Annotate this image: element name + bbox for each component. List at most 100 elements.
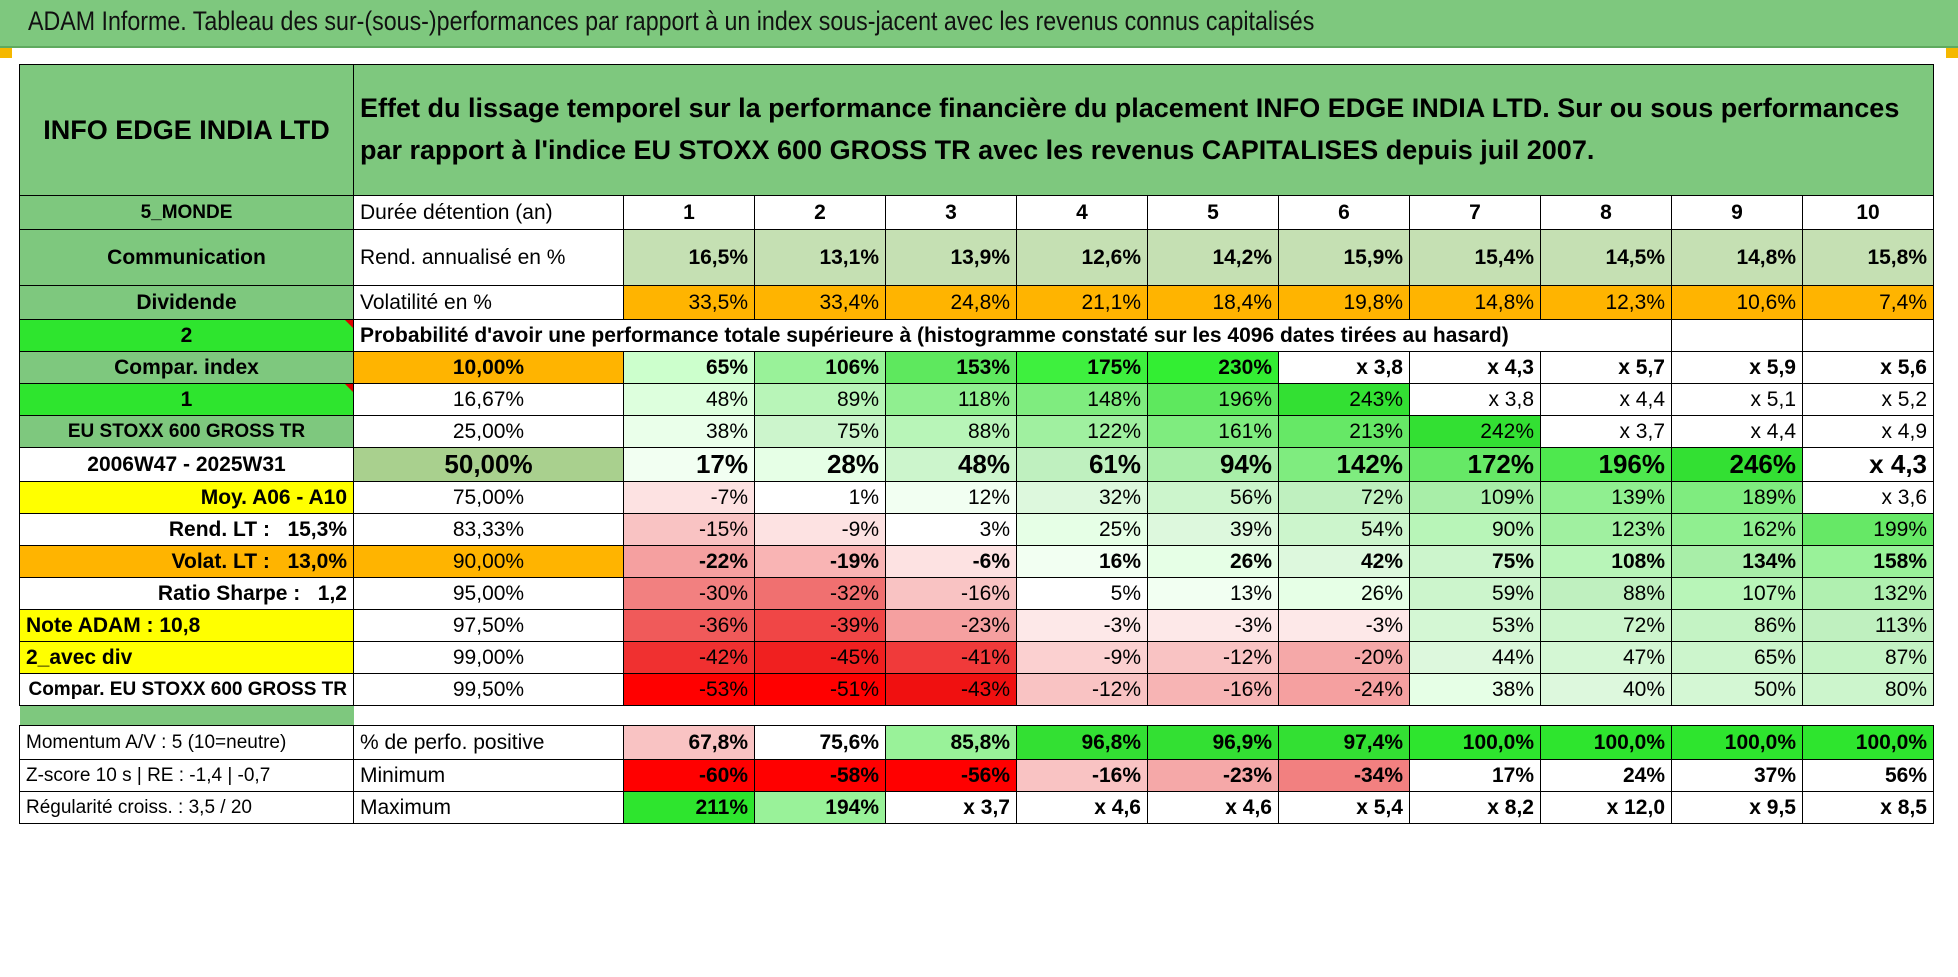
percentile-cell: 95,00% [353, 577, 624, 610]
rend-value-cell: 16,5% [623, 229, 755, 286]
maximum-value-cell: x 12,0 [1540, 791, 1672, 824]
prob-value-cell: 12% [885, 481, 1017, 514]
type-cell: Dividende [19, 285, 354, 320]
prob-value-cell: 122% [1016, 415, 1148, 448]
prob-value-cell: -15% [623, 513, 755, 546]
year-header-cell: 2 [754, 195, 886, 230]
volat-value-cell: 24,8% [885, 285, 1017, 320]
maximum-value-cell: x 4,6 [1147, 791, 1279, 824]
prob-value-cell: 153% [885, 351, 1017, 384]
year-header-cell: 1 [623, 195, 755, 230]
side-metric-cell: Volat. LT : 13,0% [19, 545, 354, 578]
prob-value-cell: x 4,3 [1409, 351, 1541, 384]
prob-value-cell: 106% [754, 351, 886, 384]
corner-marker-right [1946, 48, 1958, 58]
metric-value: 1,2 [317, 581, 347, 605]
positive-value-cell: 67,8% [623, 725, 755, 760]
moy-cell: Moy. A06 - A10 [19, 481, 354, 514]
rend-value-cell: 12,6% [1016, 229, 1148, 286]
num1-cell: 2 [19, 319, 354, 352]
positive-value-cell: 96,9% [1147, 725, 1279, 760]
prob-value-cell: x 3,8 [1278, 351, 1410, 384]
metric-label: Ratio Sharpe : [157, 581, 301, 605]
prob-value-cell: 172% [1409, 447, 1541, 482]
prob-value-cell: 108% [1540, 545, 1672, 578]
prob-value-cell: 123% [1540, 513, 1672, 546]
table-row [19, 705, 1934, 726]
prob-value-cell: -43% [885, 673, 1017, 706]
prob-value-cell: 134% [1671, 545, 1803, 578]
year-header-cell: 8 [1540, 195, 1672, 230]
prob-value-cell: 61% [1016, 447, 1148, 482]
prob-value-cell: -24% [1278, 673, 1410, 706]
minimum-value-cell: 56% [1802, 759, 1934, 792]
positive-value-cell: 100,0% [1802, 725, 1934, 760]
prob-value-cell: 26% [1278, 577, 1410, 610]
minimum-value-cell: -23% [1147, 759, 1279, 792]
rend-value-cell: 13,9% [885, 229, 1017, 286]
prob-value-cell: -42% [623, 641, 755, 674]
prob-value-cell: -41% [885, 641, 1017, 674]
prob-value-cell: -12% [1147, 641, 1279, 674]
prob-value-cell: x 4,4 [1540, 383, 1672, 416]
prob-value-cell: -19% [754, 545, 886, 578]
metric-value: 15,3% [287, 517, 347, 541]
prob-value-cell: 3% [885, 513, 1017, 546]
duree-label: Durée détention (an) [353, 195, 624, 230]
prob-value-cell: 17% [623, 447, 755, 482]
maximum-value-cell: x 8,5 [1802, 791, 1934, 824]
volat-value-cell: 14,8% [1409, 285, 1541, 320]
table-row: Z-score 10 s | RE : -1,4 | -0,7 Minimum -6… [19, 759, 1934, 792]
prob-value-cell: 89% [754, 383, 886, 416]
prob-value-cell: 243% [1278, 383, 1410, 416]
prob-value-cell: 47% [1540, 641, 1672, 674]
prob-value-cell: -3% [1147, 609, 1279, 642]
prob-value-cell: 113% [1802, 609, 1934, 642]
metric-label: Volat. LT : [171, 549, 270, 573]
side-metric-cell: Rend. LT : 15,3% [19, 513, 354, 546]
year-header-cell: 3 [885, 195, 1017, 230]
volat-value-cell: 10,6% [1671, 285, 1803, 320]
table-row: Ratio Sharpe : 1,2 95,00% -30% -32% -16% 5% 13… [19, 577, 1934, 610]
volat-value-cell: 33,5% [623, 285, 755, 320]
percentile-cell: 25,00% [353, 415, 624, 448]
prob-value-cell: 175% [1016, 351, 1148, 384]
maximum-value-cell: 194% [754, 791, 886, 824]
prob-value-cell: 162% [1671, 513, 1803, 546]
prob-value-cell: x 5,6 [1802, 351, 1934, 384]
table-header-description: Effet du lissage temporel sur la perform… [353, 64, 1934, 196]
prob-value-cell: 196% [1147, 383, 1279, 416]
sector-cell: Communication [19, 229, 354, 286]
volat-label: Volatilité en % [353, 285, 624, 320]
prob-value-cell: 65% [1671, 641, 1803, 674]
prob-value-cell: 53% [1409, 609, 1541, 642]
spacer [270, 550, 288, 573]
prob-value-cell: 50% [1671, 673, 1803, 706]
prob-value-cell: -39% [754, 609, 886, 642]
positive-value-cell: 100,0% [1540, 725, 1672, 760]
minimum-value-cell: -16% [1016, 759, 1148, 792]
prob-value-cell: -30% [623, 577, 755, 610]
percentile-cell: 90,00% [353, 545, 624, 578]
table-row: Compar. EU STOXX 600 GROSS TR 99,50% -53% -… [19, 673, 1934, 706]
prob-value-cell: 28% [754, 447, 886, 482]
prob-value-cell: 161% [1147, 415, 1279, 448]
table-row: Momentum A/V : 5 (10=neutre)% de perfo. … [19, 725, 1934, 760]
prob-value-cell: -3% [1016, 609, 1148, 642]
prob-value-cell: -12% [1016, 673, 1148, 706]
title-bar: ADAM Informe. Tableau des sur-(sous-)per… [0, 0, 1958, 48]
positive-value-cell: 96,8% [1016, 725, 1148, 760]
year-header-cell: 4 [1016, 195, 1148, 230]
positive-label: % de perfo. positive [353, 725, 624, 760]
table-row: 2 Probabilité d'avoir une performance tot… [19, 319, 1934, 352]
index-name-cell: EU STOXX 600 GROSS TR [19, 415, 354, 448]
prob-value-cell: 75% [1409, 545, 1541, 578]
prob-value-cell: 56% [1147, 481, 1279, 514]
prob-value-cell: 13% [1147, 577, 1279, 610]
maximum-value-cell: x 8,2 [1409, 791, 1541, 824]
prob-value-cell: 132% [1802, 577, 1934, 610]
note-cell: Note ADAM : 10,8 [19, 609, 354, 642]
empty-cell [1671, 319, 1803, 352]
volat-value-cell: 12,3% [1540, 285, 1672, 320]
prob-value-cell: 87% [1802, 641, 1934, 674]
